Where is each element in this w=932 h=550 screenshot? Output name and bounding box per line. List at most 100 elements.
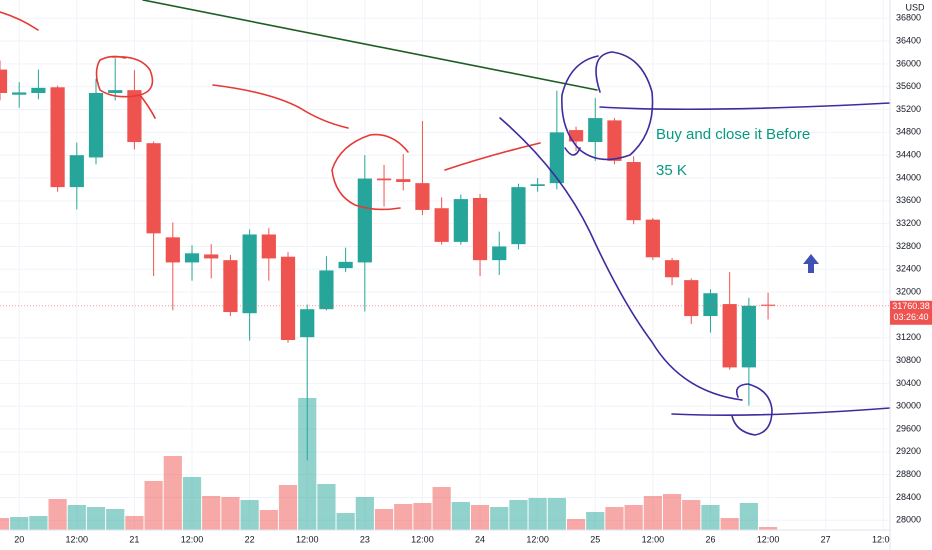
candle-body	[530, 184, 545, 186]
y-tick-label: 32400	[896, 264, 921, 274]
x-tick-label: 22	[245, 534, 255, 544]
volume-bar	[528, 498, 547, 530]
y-tick-label: 36400	[896, 35, 921, 45]
volume-bar	[509, 500, 528, 530]
volume-bar	[682, 500, 701, 530]
volume-bar	[547, 498, 566, 530]
volume-bar	[125, 516, 144, 530]
candle-body	[626, 162, 641, 221]
candle-body	[165, 237, 180, 263]
volume-bar	[432, 487, 451, 530]
y-tick-label: 30800	[896, 355, 921, 365]
candle-body	[568, 130, 584, 142]
candle-body	[492, 246, 507, 261]
x-tick-label: 12:00	[757, 534, 780, 544]
annotation: Buy and close it Before	[656, 126, 810, 143]
candle-body	[127, 90, 142, 143]
x-tick-label: 20	[14, 534, 24, 544]
candle-body	[453, 199, 468, 242]
y-tick-label: 31200	[896, 332, 921, 342]
candle-body	[664, 260, 680, 278]
y-tick-label: 33200	[896, 218, 921, 228]
candle-body	[204, 254, 219, 259]
volume-bar	[701, 505, 720, 530]
candle-body	[0, 69, 8, 93]
x-tick-label: 23	[360, 534, 370, 544]
volume-bar	[48, 499, 67, 530]
candle-body	[31, 87, 46, 93]
drawing	[499, 117, 743, 401]
candle-body	[50, 87, 65, 188]
volume-bar	[470, 505, 490, 530]
candle-body	[760, 304, 776, 306]
volume-bar	[605, 507, 624, 530]
candle-body	[319, 270, 334, 310]
candle-body	[280, 256, 296, 341]
x-tick-label: 25	[590, 534, 600, 544]
y-tick-label: 28800	[896, 469, 921, 479]
candle-body	[415, 183, 430, 210]
candle-body	[146, 143, 161, 234]
x-tick-label: 12:00	[411, 534, 434, 544]
y-tick-label: 32800	[896, 241, 921, 251]
y-tick-label: 34000	[896, 172, 921, 182]
volume-bar	[29, 516, 48, 530]
volume-bar	[451, 502, 470, 530]
candle-body	[472, 197, 488, 261]
y-tick-label: 34400	[896, 150, 921, 160]
volume-bar	[182, 477, 202, 530]
candle-body	[434, 208, 449, 242]
x-tick-label: 21	[129, 534, 139, 544]
volume-bar	[643, 496, 662, 530]
volume-bar	[662, 494, 682, 530]
y-tick-label: 28400	[896, 492, 921, 502]
arrow	[803, 254, 819, 273]
currency: USD	[905, 2, 925, 12]
volume-bar	[758, 527, 778, 530]
volume-bar	[374, 509, 394, 530]
y-tick-label: 36800	[896, 13, 921, 23]
candle-body	[511, 187, 526, 245]
axes: 36800 36400 36000 35600 35200 34800 34400 34000…	[14, 13, 932, 544]
y-tick-label: 28000	[896, 515, 921, 525]
y-tick-label: 32000	[896, 286, 921, 296]
candle-body	[607, 120, 622, 161]
volume-bar	[336, 513, 355, 530]
volume-bar	[240, 500, 259, 530]
drawing	[95, 55, 156, 119]
volume-bar	[144, 481, 163, 530]
y-tick-label: 34800	[896, 127, 921, 137]
candle-body	[12, 92, 27, 95]
candle-body	[242, 234, 257, 314]
volume-bar	[163, 456, 182, 530]
candle-body	[703, 293, 718, 317]
x-tick-label: 24	[475, 534, 485, 544]
drawing	[564, 147, 581, 156]
volume-bar	[221, 497, 240, 530]
x-tick-label: 12:00	[66, 534, 89, 544]
volume-bar	[202, 496, 221, 530]
volume-bar	[298, 398, 317, 530]
volume-bar	[566, 519, 586, 530]
volume-bar	[317, 484, 336, 530]
candle-body	[300, 309, 315, 338]
volume-bar	[278, 485, 298, 530]
candle-body	[684, 280, 699, 317]
candle-body	[396, 179, 411, 182]
candle-body	[741, 305, 756, 368]
x-tick-label: 27	[821, 534, 831, 544]
candle-body	[108, 90, 123, 93]
candle-body	[223, 260, 238, 313]
candle-body	[549, 132, 564, 184]
drawings	[0, 0, 891, 436]
volume-bar	[490, 507, 509, 530]
volume-bar	[106, 509, 125, 530]
volume-bar	[624, 505, 643, 530]
annotation: 35 K	[656, 162, 687, 179]
y-tick-label: 30400	[896, 378, 921, 388]
y-tick-label: 36000	[896, 58, 921, 68]
drawing	[561, 51, 654, 161]
y-tick-label: 29600	[896, 423, 921, 433]
drawing	[212, 84, 349, 129]
